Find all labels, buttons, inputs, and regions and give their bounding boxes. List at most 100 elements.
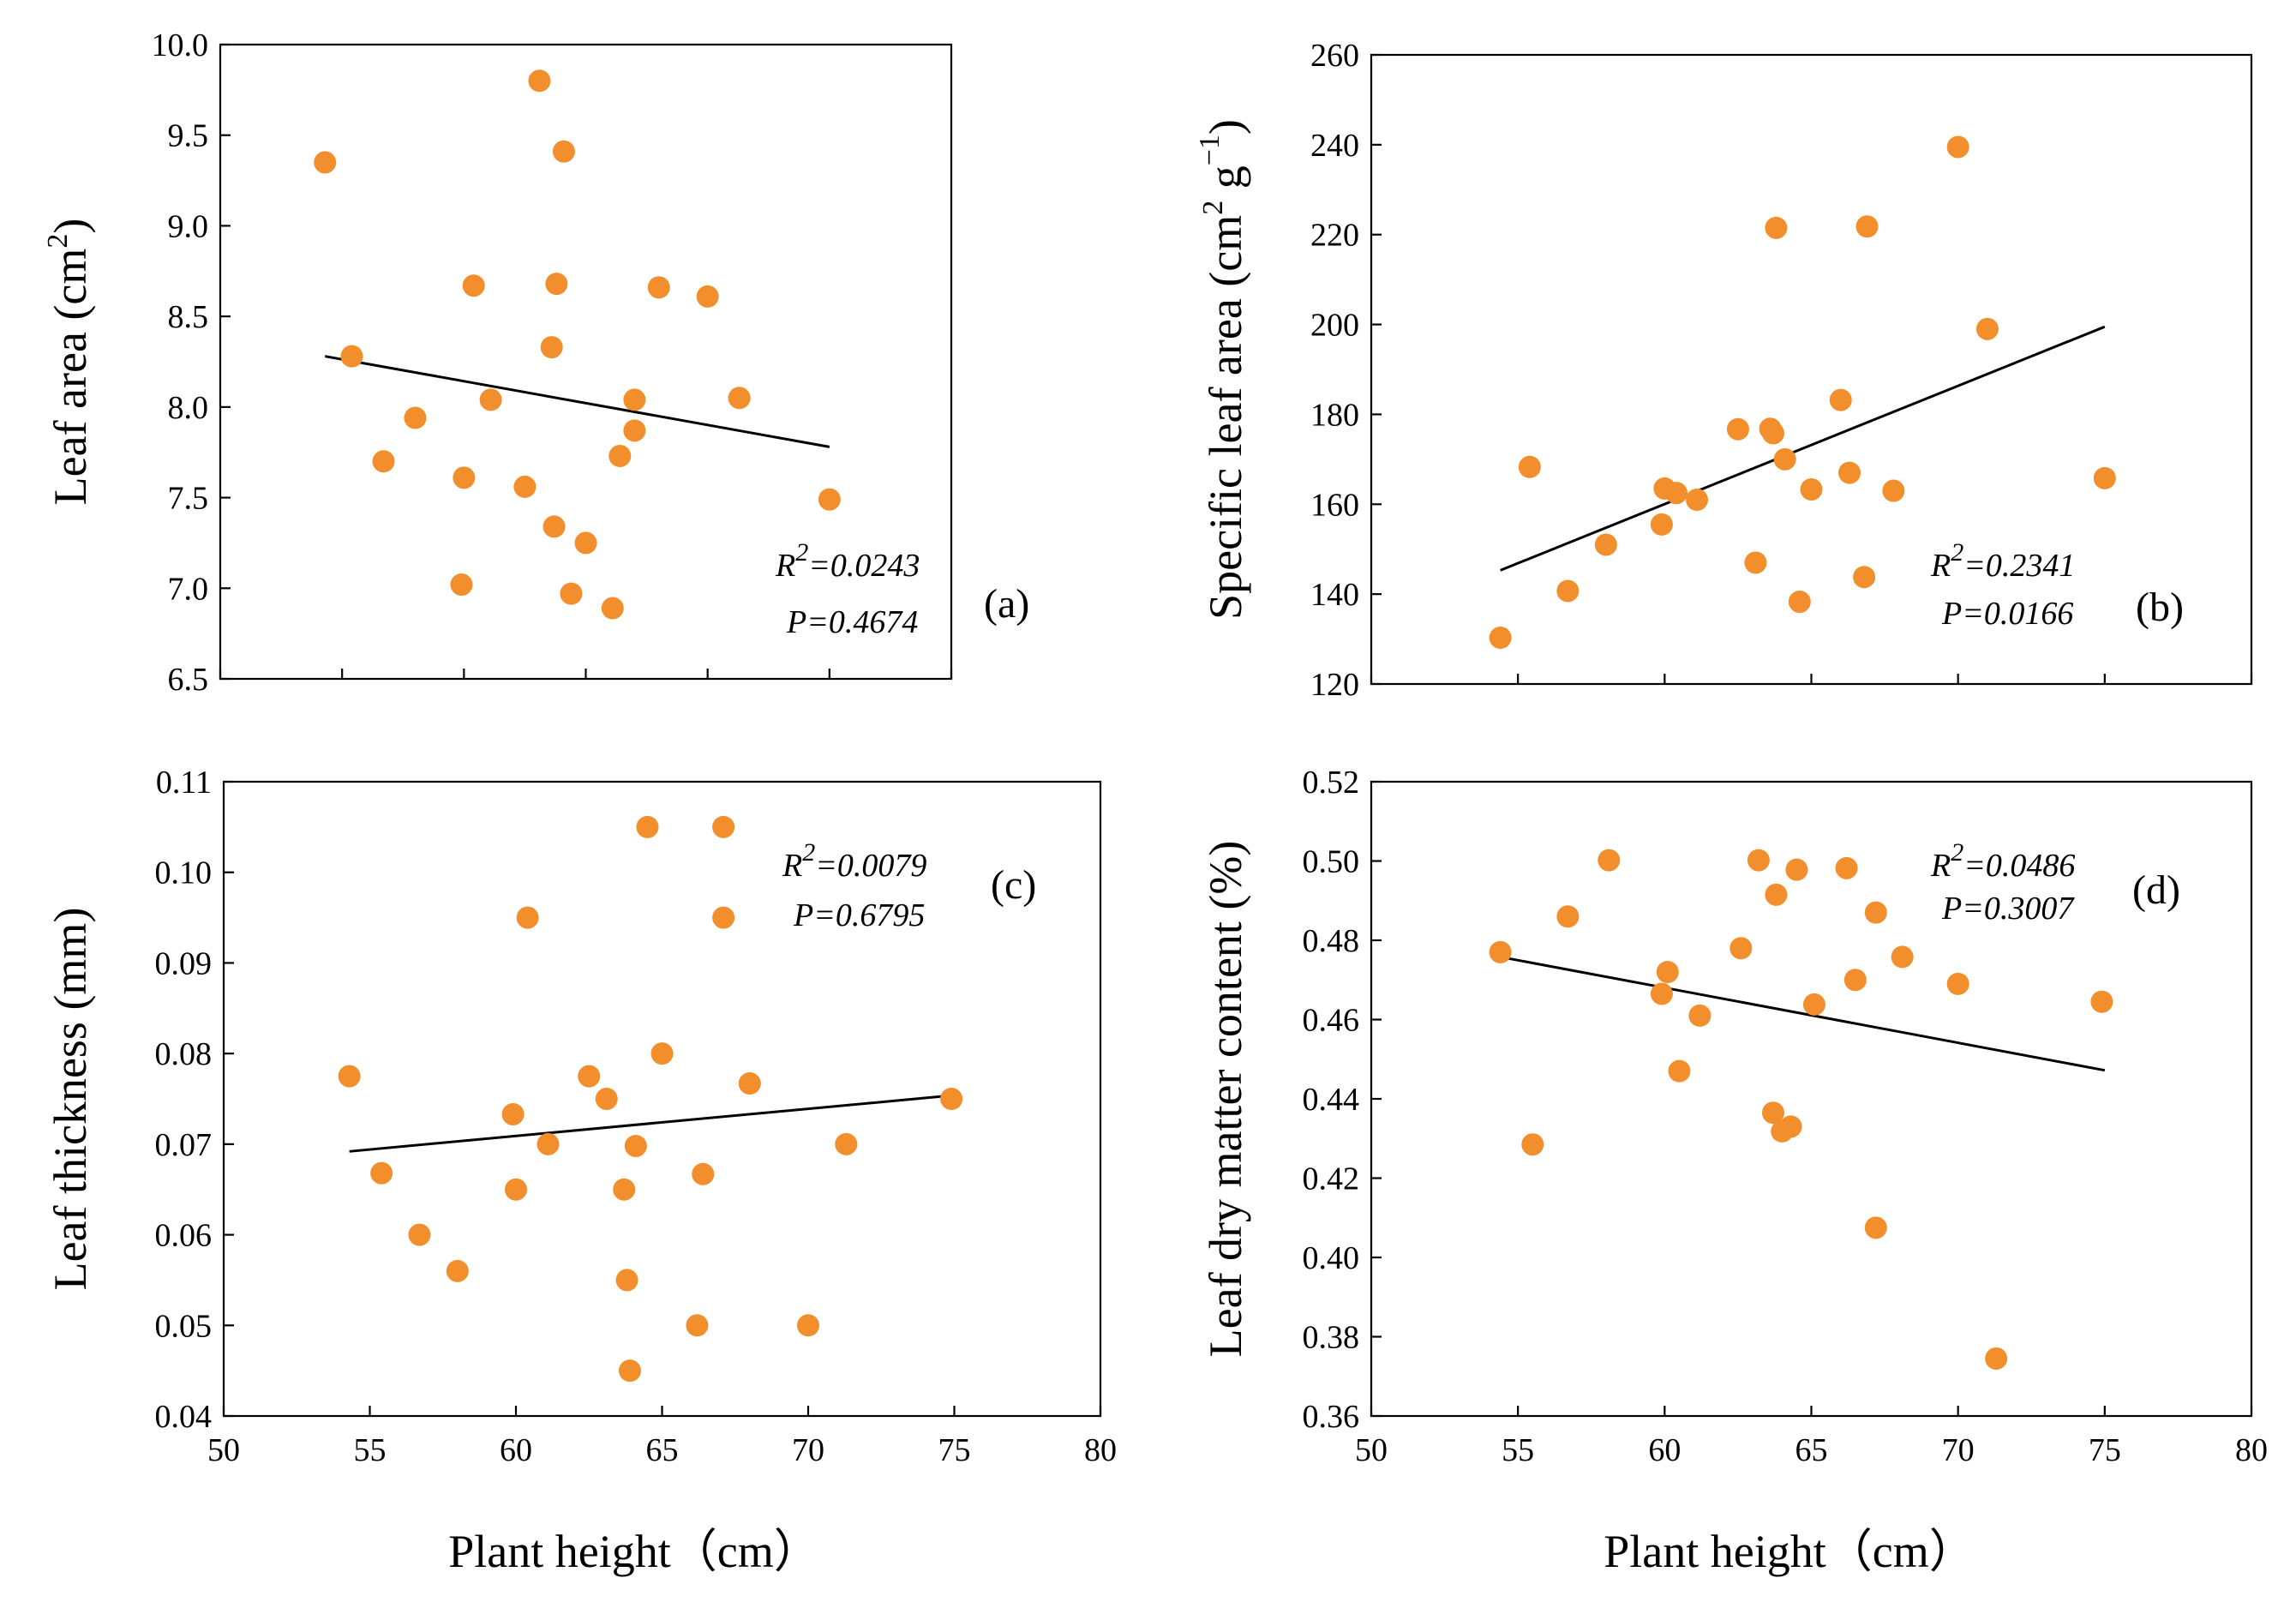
panel-b-data-point [1726,417,1749,441]
panel-a-y-tick-label: 8.5 [168,299,209,335]
panel-c-data-point [624,1134,647,1157]
panel-b-y-tick-label: 200 [1310,308,1359,344]
panel-a-data-point [513,475,537,498]
panel-a-y-tick-label: 10.0 [152,27,209,63]
panel-c-data-point [797,1314,819,1337]
panel-c-x-tick-label: 75 [938,1432,971,1468]
panel-a-fit-line [324,355,830,448]
panel-b-data-point [1853,566,1876,589]
panel-d-frame [1370,780,2253,1418]
panel-d-y-tick-label: 0.42 [1303,1161,1360,1197]
panel-b-data-point [1650,513,1673,536]
panel-b-frame [1370,53,2253,686]
panel-c-data-point [338,1065,361,1088]
panel-c-data-point [505,1178,527,1201]
panel-c-y-tick-label: 0.08 [155,1036,213,1072]
panel-c-data-point [408,1223,431,1246]
panel-d-data-point [1650,982,1673,1005]
panel-d-y-tick-label: 0.44 [1303,1082,1360,1118]
panel-a-data-point [528,69,551,93]
panel-a-data-point [552,140,575,163]
panel-a-data-point [314,151,337,174]
panel-d-data-point [1785,858,1808,881]
panel-d-data-point [1668,1059,1691,1083]
panel-d-data-point [1802,993,1825,1016]
panel-d-data-point [1779,1115,1802,1138]
panel-b-data-point [1838,461,1861,484]
panel-d-data-point [1864,1216,1887,1239]
panel-b-data-point [1765,216,1788,239]
panel-a-data-point [560,582,583,605]
panel-c-data-point [578,1065,601,1088]
panel-d-x-axis-label: Plant height（cm） [1604,1526,1975,1577]
panel-b-x-ticks [1370,674,2253,684]
panel-d-data-point [1556,905,1580,928]
panel-c-data-point [615,1269,638,1292]
panel-d-y-tick-label: 0.50 [1303,844,1360,880]
panel-a-y-tick-label: 8.0 [168,390,209,426]
panel-d-data-point [2090,990,2113,1013]
panel-b-y-axis-label: Specific leaf area (cm2 g−1) [1194,119,1251,620]
panel-b-y-tick-label: 220 [1310,218,1359,254]
panel-c-x-tick-label: 55 [354,1432,387,1468]
panel-a-data-point [647,276,670,299]
panel-c-data-point [686,1314,709,1337]
panel-c-data-point [712,815,735,838]
panel-c-leaf-thickness: 0.04 0.05 0.06 0.07 0.08 0.09 0.10 0.11 50 55 60 6… [45,765,1117,1577]
panel-c-x-axis-label: Plant height（cm） [448,1526,819,1577]
panel-b-data-point [1975,317,1999,340]
panel-b-p-value: P=0.0166 [1941,596,2073,632]
panel-d-fit-line [1500,955,2106,1072]
panel-a-data-point [545,273,568,296]
panel-d-tag: (d) [2132,867,2180,913]
panel-b-data-point [1556,579,1580,603]
panel-c-y-tick-label: 0.06 [155,1218,213,1254]
panel-b-fit-line [1500,325,2106,572]
panel-b-y-tick-label: 160 [1310,487,1359,523]
panel-a-y-ticks: 6.5 7.0 7.5 8.0 8.5 9.0 9.5 10.0 [152,27,231,698]
panel-b-y-tick-label: 120 [1310,667,1359,703]
panel-b-data-point [1800,477,1823,501]
panel-b-points [1489,135,2116,649]
panel-c-data-point [650,1042,674,1065]
panel-d-data-point [1891,945,1914,969]
panel-b-data-point [1761,422,1784,445]
panel-a-y-tick-label: 7.0 [168,571,209,607]
panel-b-data-point [1665,482,1688,505]
panel-a-data-point [728,387,751,410]
panel-a-data-point [540,336,563,359]
panel-d-x-tick-label: 50 [1355,1432,1388,1468]
panel-c-data-point [636,815,659,838]
panel-c-data-point [501,1102,525,1125]
panel-b-data-point [1855,215,1879,238]
panel-b-data-point [1518,455,1541,478]
panel-d-x-ticks: 50 55 60 65 70 75 80 [1355,1406,2268,1468]
panel-a-data-point [462,274,485,297]
panel-c-data-point [537,1132,560,1155]
panel-c-x-tick-label: 80 [1084,1432,1117,1468]
panel-b-data-point [1882,479,1905,502]
panel-c-p-value: P=0.6795 [793,897,925,933]
panel-c-data-point [446,1259,469,1282]
panel-c-data-point [835,1132,858,1155]
panel-a-y-axis-label: Leaf area (cm2) [42,219,96,506]
panel-b-data-point [1829,388,1852,411]
panel-a-points [314,69,841,620]
panel-b-data-point [1946,135,1969,159]
panel-b-data-point [1594,533,1617,556]
panel-d-y-axis-label: Leaf dry matter content (%) [1200,841,1251,1358]
panel-d-data-point [1835,856,1858,879]
panel-d-p-value: P=0.3007 [1941,891,2075,927]
panel-a-data-point [453,466,476,489]
panel-c-r-squared: R2=0.0079 [782,838,926,884]
panel-d-x-tick-label: 65 [1795,1432,1828,1468]
panel-b-tag: (b) [2136,585,2184,630]
panel-d-data-point [1946,972,1969,995]
panel-d-data-point [1985,1347,2008,1370]
panel-c-data-point [595,1088,618,1110]
panel-d-y-tick-label: 0.36 [1303,1399,1360,1435]
panel-a-data-point [696,285,719,308]
panel-a-data-point [574,531,597,555]
panel-c-x-ticks: 50 55 60 65 70 75 80 [207,1406,1117,1468]
